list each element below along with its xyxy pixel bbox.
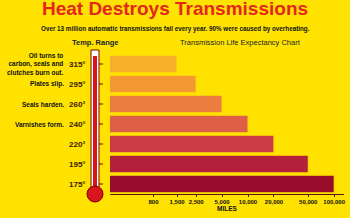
svg-text:20,000: 20,000 xyxy=(265,199,284,205)
svg-text:240°: 240° xyxy=(69,120,86,129)
svg-text:2,500: 2,500 xyxy=(189,199,205,205)
svg-text:Temp. Range: Temp. Range xyxy=(72,38,119,47)
svg-text:Over 13 million automatic tran: Over 13 million automatic transmissions … xyxy=(41,25,310,33)
svg-text:MILES: MILES xyxy=(217,205,238,212)
svg-text:295°: 295° xyxy=(69,80,86,89)
svg-text:50,000: 50,000 xyxy=(299,199,318,205)
svg-text:Heat Destroys Transmissions: Heat Destroys Transmissions xyxy=(42,0,308,19)
svg-text:175°: 175° xyxy=(69,180,86,189)
svg-text:Transmission Life Expectancy C: Transmission Life Expectancy Chart xyxy=(180,38,301,47)
svg-text:10,000: 10,000 xyxy=(239,199,258,205)
svg-text:100,000: 100,000 xyxy=(323,199,345,205)
svg-text:Varnishes form.: Varnishes form. xyxy=(15,121,64,128)
svg-text:260°: 260° xyxy=(69,100,86,109)
svg-text:Seals harden.: Seals harden. xyxy=(22,101,64,108)
svg-text:Oil turns tocarbon, seals andc: Oil turns tocarbon, seals andclutches bu… xyxy=(7,52,64,76)
svg-text:800: 800 xyxy=(149,199,160,205)
svg-text:Plates slip.: Plates slip. xyxy=(30,80,64,88)
svg-text:220°: 220° xyxy=(69,140,86,149)
svg-text:5,000: 5,000 xyxy=(215,199,231,205)
svg-text:195°: 195° xyxy=(69,160,86,169)
svg-text:1,500: 1,500 xyxy=(170,199,186,205)
svg-text:315°: 315° xyxy=(69,60,86,69)
